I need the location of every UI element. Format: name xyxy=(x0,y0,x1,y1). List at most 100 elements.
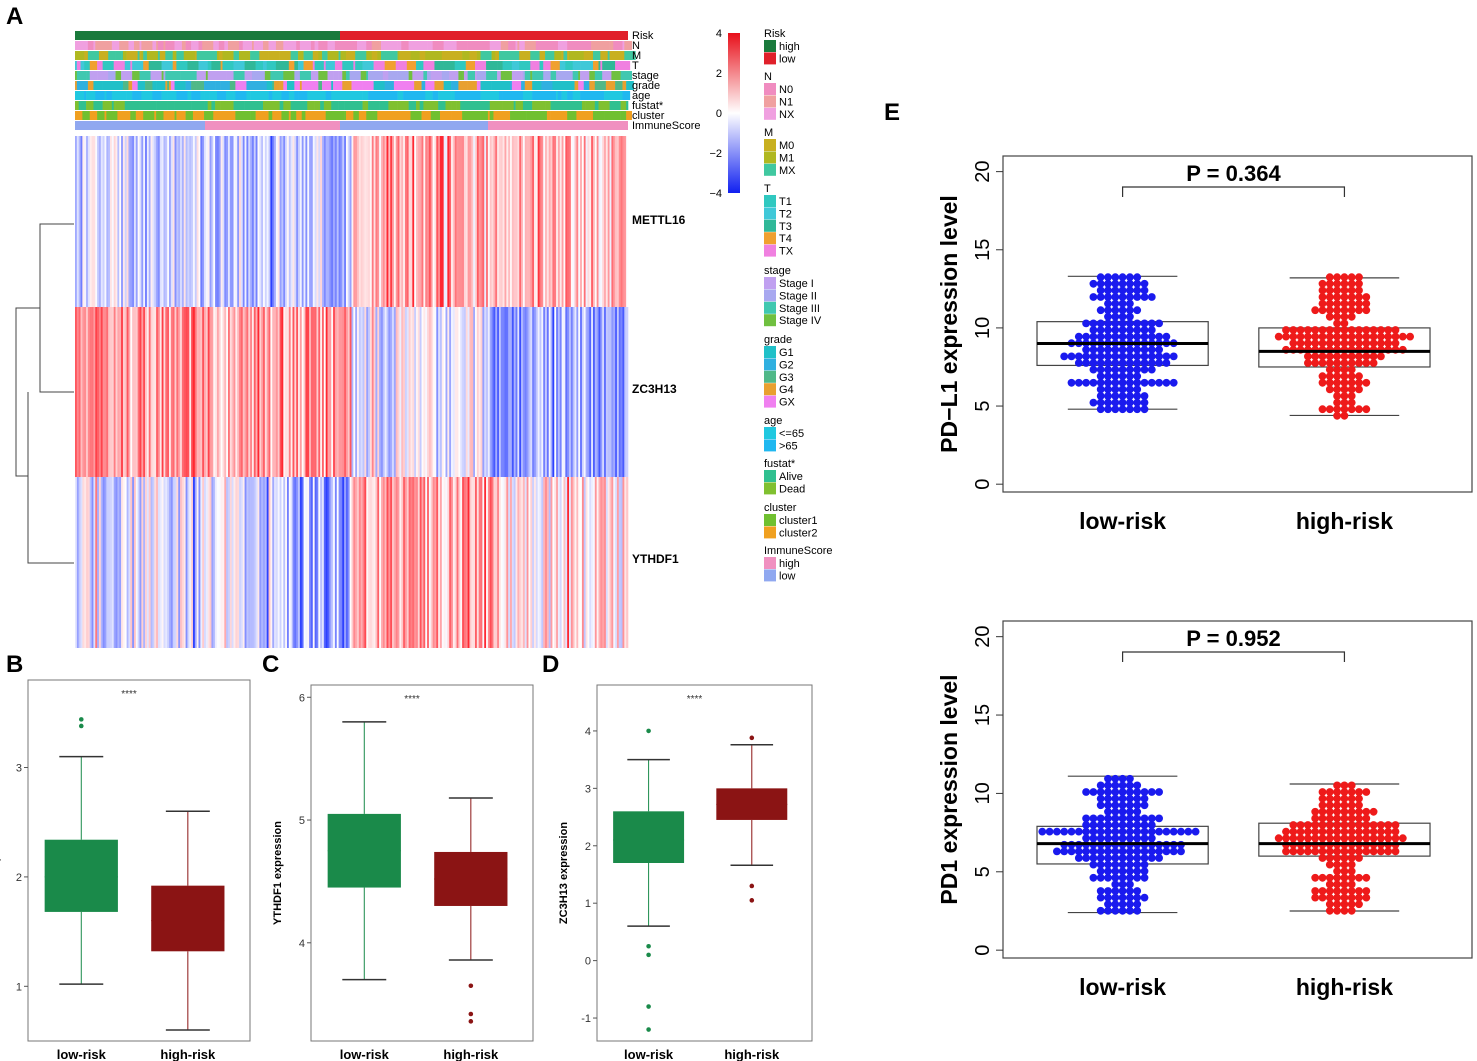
y-tick-label: 5 xyxy=(299,815,305,827)
swarm-point xyxy=(1118,860,1127,869)
swarm-point xyxy=(1111,372,1120,381)
swarm-point xyxy=(1096,827,1105,836)
swarm-points xyxy=(1274,781,1407,915)
swarm-point xyxy=(1140,345,1149,354)
swarm-point xyxy=(1140,860,1149,869)
y-tick-label: 15 xyxy=(972,704,994,726)
annotation-labels: RiskNMTstagegradeagefustat*clusterImmune… xyxy=(632,30,700,132)
swarm-point xyxy=(1362,847,1371,856)
swarm-point xyxy=(1355,887,1363,895)
swarm-point xyxy=(1118,794,1127,803)
swarm-point xyxy=(1118,385,1127,394)
swarm-point xyxy=(1147,326,1156,334)
swarm-point xyxy=(1111,867,1120,876)
swarm-point xyxy=(1369,332,1378,341)
swarm-point xyxy=(1111,821,1120,829)
swarm-point xyxy=(1118,781,1127,790)
legend-title: cluster xyxy=(764,502,797,514)
swarm-point xyxy=(1347,873,1356,882)
heatmap-row-zc3h13 xyxy=(75,307,629,477)
swarm-point xyxy=(1104,312,1112,321)
swarm-point xyxy=(1282,332,1290,341)
group-low-risk xyxy=(1036,273,1209,414)
swarm-point xyxy=(1347,847,1356,856)
legend-label: cluster1 xyxy=(779,515,818,527)
swarm-point xyxy=(1340,372,1349,381)
swarm-point xyxy=(1147,293,1156,301)
y-tick-label: 20 xyxy=(972,626,994,648)
swarm-point xyxy=(1347,286,1356,295)
swarm-point xyxy=(1289,332,1298,341)
swarm-point xyxy=(1104,378,1112,387)
swarm-point xyxy=(1347,326,1356,334)
swarm-point xyxy=(1333,332,1341,341)
box-high-risk xyxy=(716,735,788,903)
swarm-point xyxy=(1377,339,1385,348)
swarm-point xyxy=(1104,788,1112,796)
swarm-point xyxy=(1347,867,1356,876)
swarm-point xyxy=(1325,312,1334,321)
x-category-label: low-risk xyxy=(1079,508,1166,534)
swarm-point xyxy=(1355,279,1363,288)
swarm-point xyxy=(1140,365,1149,374)
legend-label: cluster2 xyxy=(779,527,818,539)
swarm-point xyxy=(1118,807,1127,816)
legend-swatch xyxy=(764,151,776,164)
swarm-point xyxy=(1333,398,1341,407)
swarm-point xyxy=(1311,326,1320,334)
swarm-point xyxy=(1355,405,1363,414)
dendrogram-root xyxy=(15,307,40,477)
swarm-point xyxy=(1140,834,1149,843)
swarm-point xyxy=(1289,847,1298,856)
swarm-point xyxy=(1118,372,1127,381)
outlier-point xyxy=(749,735,755,741)
swarm-point xyxy=(1126,854,1134,862)
swarm-point xyxy=(1384,834,1393,843)
group-high-risk xyxy=(1258,273,1431,420)
swarm-point xyxy=(1133,345,1142,354)
swarm-point xyxy=(1333,847,1341,856)
swarm-point xyxy=(1096,867,1105,876)
swarm-point xyxy=(1362,821,1371,829)
swarm-point xyxy=(1289,326,1298,334)
legend-label: Dead xyxy=(779,483,805,495)
swarm-point xyxy=(1340,834,1349,843)
swarm-point xyxy=(1347,339,1356,348)
swarm-point xyxy=(1147,365,1156,374)
swarm-point xyxy=(1147,854,1156,862)
swarm-point xyxy=(1318,801,1327,810)
swarm-point xyxy=(1118,365,1127,374)
swarm-point xyxy=(1096,821,1105,829)
box-body xyxy=(613,811,685,863)
swarm-point xyxy=(1311,359,1320,367)
swarm-point xyxy=(1126,887,1134,895)
swarm-point xyxy=(1096,286,1105,295)
legend-swatch xyxy=(764,289,776,302)
swarm-point xyxy=(1126,906,1134,915)
swarm-point xyxy=(1111,365,1120,374)
swarm-point xyxy=(1318,887,1327,895)
legend-label: T1 xyxy=(779,196,792,208)
annotation-label: stage xyxy=(632,70,659,82)
swarm-point xyxy=(1133,887,1142,895)
legend-swatch xyxy=(764,427,776,439)
outlier-point xyxy=(78,717,84,722)
swarm-point xyxy=(1140,854,1149,862)
scale-tick: 0 xyxy=(716,108,722,120)
swarm-point xyxy=(1347,880,1356,889)
swarm-point xyxy=(1333,385,1341,394)
swarm-point xyxy=(1296,834,1305,843)
swarm-point xyxy=(1340,788,1349,796)
swarm-point xyxy=(1355,788,1363,796)
legend-label: T4 xyxy=(779,233,792,245)
swarm-point xyxy=(1384,847,1393,856)
swarm-point xyxy=(1155,854,1163,862)
swarm-point xyxy=(1111,359,1120,367)
swarm-point xyxy=(1340,359,1349,367)
swarm-point xyxy=(1067,352,1076,361)
swarm-point xyxy=(1074,827,1083,836)
swarm-point xyxy=(1340,312,1349,321)
swarm-point xyxy=(1082,854,1090,862)
swarm-point xyxy=(1347,900,1356,909)
swarm-point xyxy=(1067,378,1076,387)
